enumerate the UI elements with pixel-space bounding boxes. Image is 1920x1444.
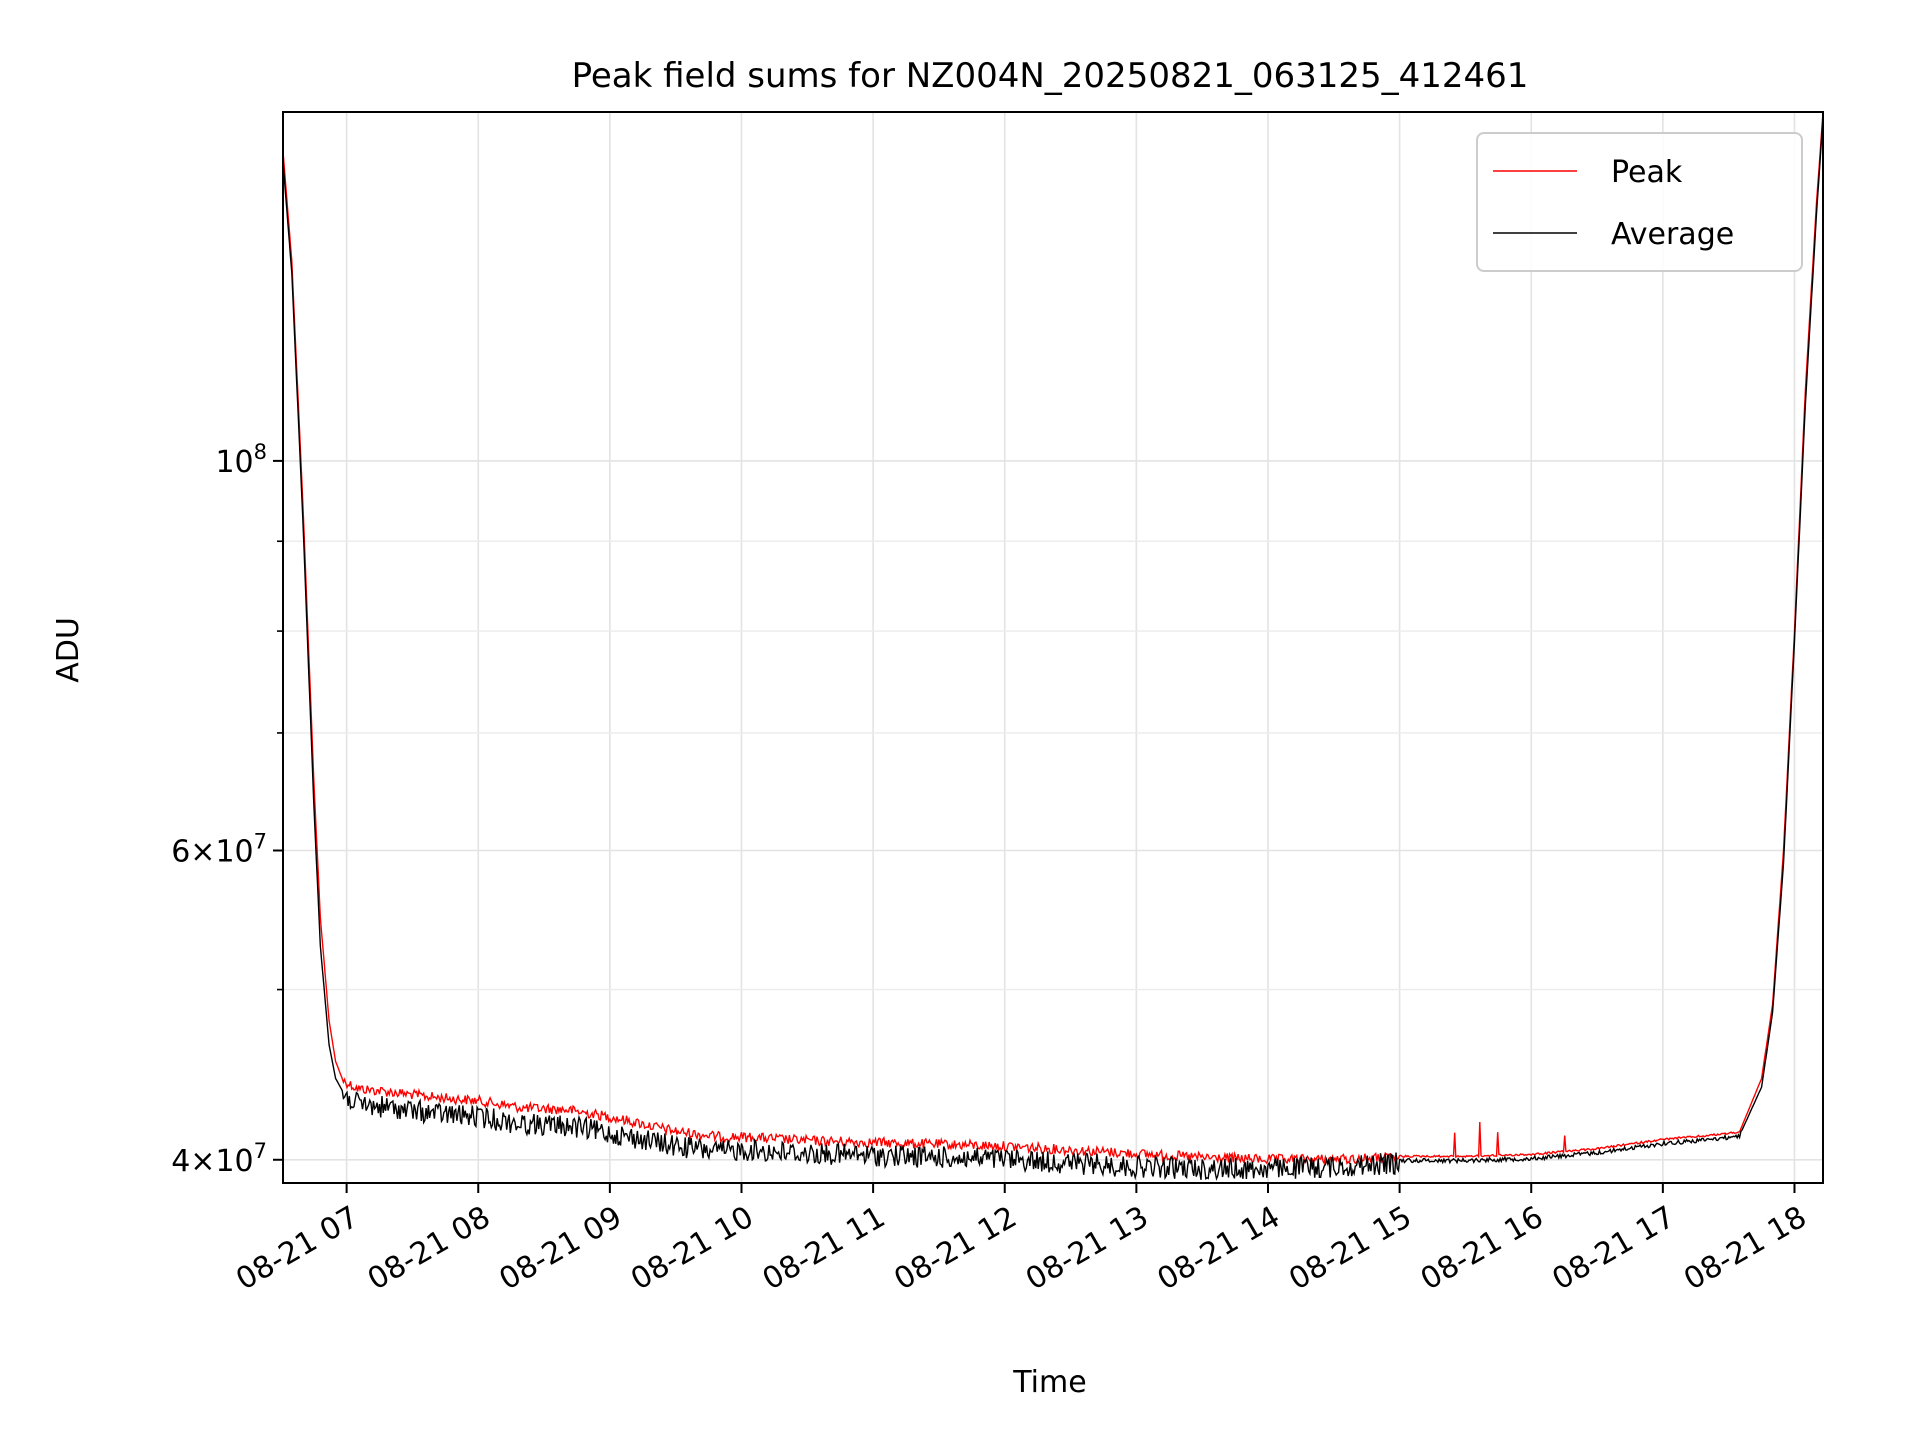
x-tick-label: 08-21 18 bbox=[1678, 1200, 1812, 1298]
y-tick-label: 4×107 bbox=[171, 1139, 267, 1179]
y-tick-label-base: 6×10 bbox=[171, 835, 253, 870]
y-axis-label: ADU bbox=[51, 617, 86, 683]
plot-frame bbox=[282, 111, 1824, 1184]
x-tick-label: 08-21 13 bbox=[1020, 1200, 1154, 1298]
series-layer bbox=[283, 112, 1823, 1181]
series-line-average bbox=[283, 116, 1823, 1181]
x-tick-label: 08-21 17 bbox=[1547, 1200, 1681, 1298]
y-tick-label-base: 4×10 bbox=[171, 1144, 253, 1179]
x-tick-label: 08-21 12 bbox=[888, 1200, 1022, 1298]
x-tick-label: 08-21 14 bbox=[1152, 1200, 1286, 1298]
x-axis-label: Time bbox=[1012, 1365, 1086, 1400]
x-tick-label: 08-21 09 bbox=[494, 1200, 628, 1298]
x-tick-label: 08-21 08 bbox=[362, 1200, 496, 1298]
y-tick-label-exponent: 7 bbox=[254, 830, 267, 854]
y-tick-label-base: 10 bbox=[215, 445, 253, 480]
y-tick-label: 108 bbox=[215, 440, 267, 480]
x-tick-label: 08-21 10 bbox=[625, 1200, 759, 1298]
grid-layer bbox=[283, 112, 1823, 1183]
x-tick-label: 08-21 16 bbox=[1415, 1200, 1549, 1298]
y-tick-label-exponent: 8 bbox=[254, 440, 267, 464]
legend: Peak Average bbox=[1476, 132, 1803, 272]
series-line-peak bbox=[283, 112, 1823, 1166]
x-tick-label: 08-21 15 bbox=[1283, 1200, 1417, 1298]
y-tick-label: 6×107 bbox=[171, 830, 267, 870]
legend-label-average: Average bbox=[1611, 217, 1734, 252]
legend-box bbox=[1476, 132, 1803, 272]
x-tick-label: 08-21 11 bbox=[757, 1200, 891, 1298]
y-tick-label-exponent: 7 bbox=[254, 1139, 267, 1163]
x-tick-label: 08-21 07 bbox=[230, 1200, 364, 1298]
chart-title: Peak field sums for NZ004N_20250821_0631… bbox=[572, 56, 1529, 96]
legend-label-peak: Peak bbox=[1611, 155, 1683, 190]
